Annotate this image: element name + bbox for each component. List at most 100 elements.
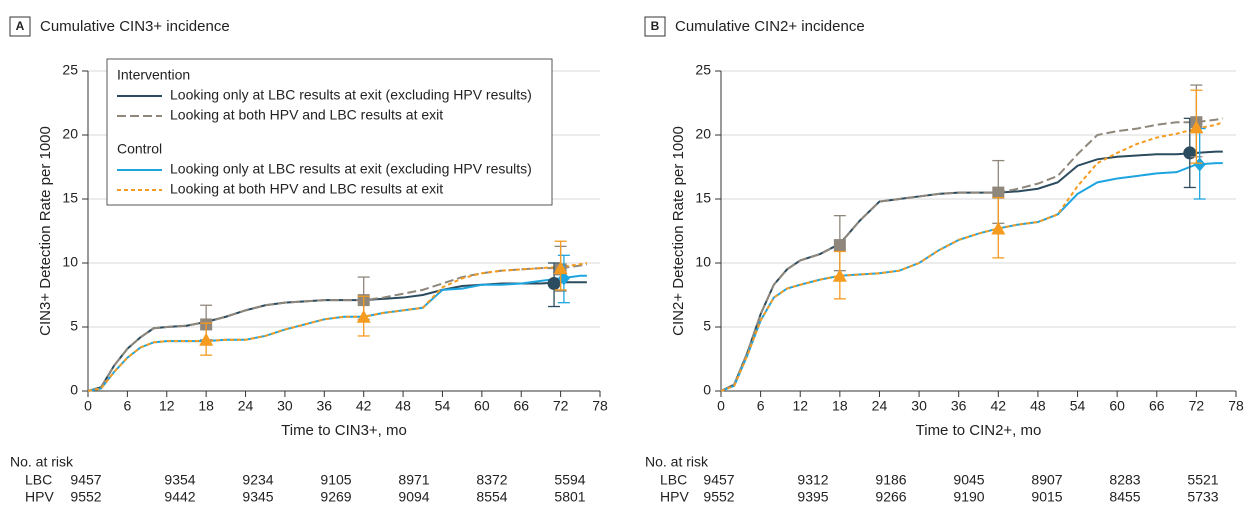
x-axis-label: Time to CIN3+, mo [281,422,407,439]
x-tick-label: 78 [592,398,608,414]
series-line [87,263,588,392]
risk-value: 9186 [875,472,906,488]
y-tick-label: 15 [695,190,711,206]
x-tick-label: 78 [1228,398,1244,414]
x-tick-label: 18 [198,398,214,414]
risk-value: 9442 [164,489,195,505]
legend-box [106,58,553,206]
y-tick-label: 5 [70,318,78,334]
marker [1183,146,1197,160]
risk-value: 9190 [953,489,984,505]
x-tick-label: 24 [238,398,254,414]
risk-value: 8283 [1109,472,1140,488]
marker [832,268,847,282]
marker [553,261,568,275]
x-tick-label: 36 [317,398,333,414]
series-line [720,162,1223,392]
x-tick-label: 48 [1030,398,1046,414]
risk-title: No. at risk [645,454,709,470]
x-tick-label: 30 [277,398,293,414]
marker [1193,157,1206,172]
x-tick-label: 6 [123,398,131,414]
panel-badge [9,16,31,37]
risk-value: 9015 [1031,489,1062,505]
panel-label: A [16,19,25,33]
marker [547,276,561,290]
x-tick-label: 60 [474,398,490,414]
x-tick-label: 66 [1149,398,1165,414]
legend-label: Looking at both HPV and LBC results at e… [170,107,443,123]
legend-label: Looking at both HPV and LBC results at e… [170,181,443,197]
y-tick-label: 25 [695,62,711,78]
legend-group: Control [117,141,162,157]
series-line [87,274,587,392]
risk-value: 9457 [703,472,734,488]
risk-value: 9266 [875,489,906,505]
risk-value: 9045 [953,472,984,488]
legend-label: Looking only at LBC results at exit (exc… [170,161,532,177]
x-tick-label: 54 [435,398,451,414]
risk-value: 5594 [554,472,585,488]
x-tick-label: 66 [513,398,529,414]
risk-value: 9552 [70,489,101,505]
x-tick-label: 0 [84,398,92,414]
x-tick-label: 54 [1070,398,1086,414]
y-tick-label: 0 [70,382,78,398]
x-tick-label: 60 [1109,398,1125,414]
risk-value: 9345 [242,489,273,505]
y-tick-label: 20 [62,126,78,142]
y-tick-label: 25 [62,62,78,78]
y-tick-label: 5 [703,318,711,334]
x-tick-label: 72 [553,398,569,414]
risk-value: 8971 [398,472,429,488]
series-line [87,262,588,392]
panel-badge [644,16,666,37]
x-tick-label: 30 [911,398,927,414]
risk-value: 9094 [398,489,429,505]
risk-value: 9312 [797,472,828,488]
marker [991,221,1006,235]
risk-value: 8455 [1109,489,1140,505]
legend-label: Looking only at LBC results at exit (exc… [170,87,532,103]
risk-value: 8907 [1031,472,1062,488]
risk-value: 5521 [1187,472,1218,488]
y-tick-label: 20 [695,126,711,142]
risk-value: 9234 [242,472,273,488]
y-tick-label: 10 [62,254,78,270]
x-tick-label: 42 [356,398,372,414]
y-tick-label: 0 [703,382,711,398]
risk-row-label: LBC [660,472,687,488]
x-tick-label: 12 [792,398,808,414]
risk-title: No. at risk [10,454,74,470]
marker [833,239,846,252]
risk-value: 5801 [554,489,585,505]
x-tick-label: 24 [872,398,888,414]
x-tick-label: 6 [757,398,765,414]
panel-label: B [651,19,660,33]
y-tick-label: 15 [62,190,78,206]
risk-value: 9457 [70,472,101,488]
risk-value: 9105 [320,472,351,488]
marker [992,186,1005,199]
x-tick-label: 48 [395,398,411,414]
x-axis-label: Time to CIN2+, mo [916,422,1042,439]
risk-value: 8372 [476,472,507,488]
series-line [720,117,1223,392]
y-axis-label: CIN2+ Detection Rate per 1000 [670,126,687,336]
panel-title: Cumulative CIN2+ incidence [675,18,865,35]
series-line [720,150,1223,392]
risk-value: 8554 [476,489,507,505]
risk-value: 9269 [320,489,351,505]
marker [1189,120,1204,134]
x-tick-label: 42 [991,398,1007,414]
series-line [87,281,587,392]
risk-value: 9552 [703,489,734,505]
risk-value: 9395 [797,489,828,505]
risk-value: 5733 [1187,489,1218,505]
x-tick-label: 0 [717,398,725,414]
risk-value: 9354 [164,472,195,488]
x-tick-label: 36 [951,398,967,414]
risk-row-label: HPV [660,489,689,505]
